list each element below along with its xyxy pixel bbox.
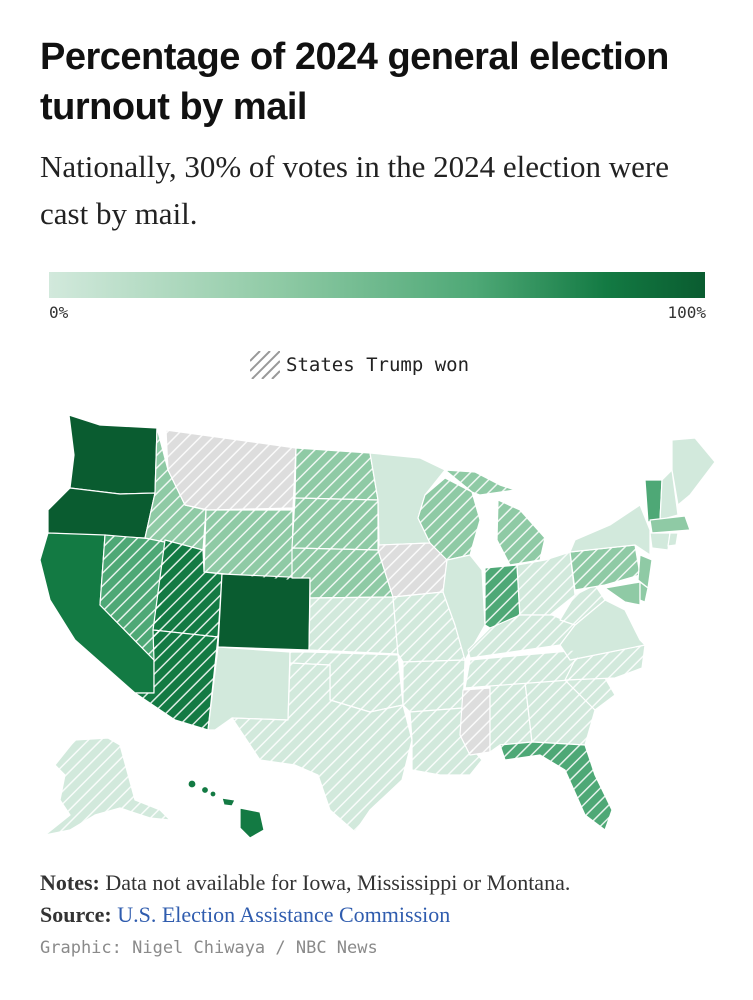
state-massachusetts — [649, 515, 691, 534]
state-washington — [68, 414, 158, 495]
state-delaware — [639, 581, 649, 603]
us-states-map — [39, 414, 716, 839]
notes-text: Data not available for Iowa, Mississippi… — [105, 870, 571, 895]
legend-hatched-item: States Trump won — [250, 350, 469, 380]
chart-subtitle: Nationally, 30% of votes in the 2024 ele… — [40, 149, 670, 231]
state-new-hampshire — [659, 469, 679, 521]
trump-won-hatch-overlay — [45, 428, 645, 835]
scale-max-label: 100% — [667, 303, 706, 322]
state-new-york — [569, 504, 651, 556]
state-connecticut — [649, 532, 671, 551]
state-rhode-island — [667, 532, 679, 547]
notes-label: Notes: — [40, 870, 100, 895]
chart-title: Percentage of 2024 general election turn… — [40, 36, 669, 128]
source-line: Source: U.S. Election Assistance Commiss… — [40, 902, 450, 928]
source-link[interactable]: U.S. Election Assistance Commission — [117, 902, 451, 927]
source-label: Source: — [40, 902, 112, 927]
scale-min-label: 0% — [49, 303, 69, 322]
color-scale-bar — [49, 272, 705, 298]
hatch-pattern-icon — [250, 351, 280, 379]
state-maryland — [604, 581, 641, 606]
state-maine — [671, 437, 716, 506]
notes-line: Notes: Data not available for Iowa, Miss… — [40, 870, 570, 896]
legend-hatched-label: States Trump won — [286, 354, 470, 376]
state-hawaii — [187, 779, 265, 839]
state-oregon — [47, 487, 156, 539]
state-vermont — [644, 479, 663, 523]
state-new-mexico — [207, 646, 291, 731]
state-colorado — [217, 573, 311, 651]
graphic-credit: Graphic: Nigel Chiwaya / NBC News — [40, 938, 378, 958]
